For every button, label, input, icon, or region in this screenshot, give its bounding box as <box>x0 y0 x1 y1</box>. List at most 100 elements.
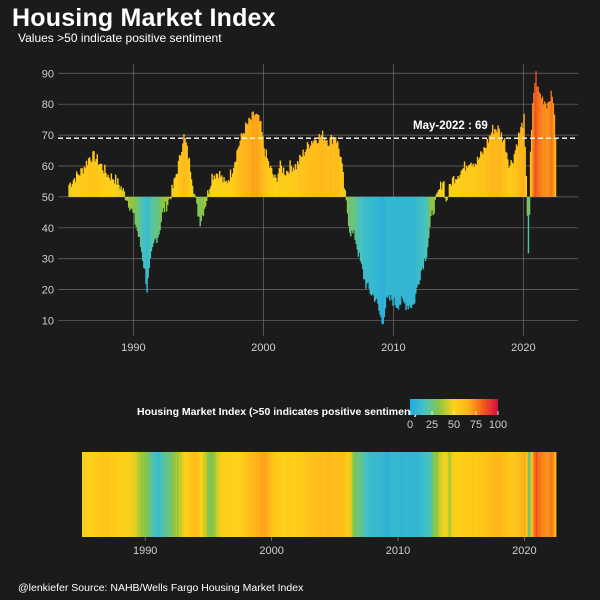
index-bar <box>333 138 336 197</box>
heat-cell <box>227 452 229 537</box>
heat-cell <box>513 452 516 537</box>
heat-cell <box>186 452 188 537</box>
heat-cell <box>531 452 534 537</box>
index-bar <box>326 140 328 197</box>
index-bar <box>444 196 446 199</box>
strip-x-tick-label: 2010 <box>386 545 410 557</box>
legend-title: Housing Market Index (>50 indicates posi… <box>137 406 417 418</box>
heat-cell <box>230 452 232 537</box>
heat-cell <box>363 452 365 537</box>
heat-cell <box>458 452 460 537</box>
index-bar <box>136 196 139 231</box>
index-bar <box>508 168 510 197</box>
heat-cell <box>357 452 360 537</box>
index-bar <box>319 137 322 197</box>
index-bar <box>402 196 404 299</box>
heat-cell <box>449 452 452 537</box>
heat-cell <box>455 452 458 537</box>
heat-cell <box>116 452 119 537</box>
heat-cell <box>482 452 484 537</box>
heat-cell <box>120 452 123 537</box>
index-bar <box>184 138 186 197</box>
index-bar <box>517 132 520 197</box>
heat-cell <box>278 452 281 537</box>
heat-cell <box>248 452 250 537</box>
heat-cell <box>439 452 441 537</box>
index-bar <box>355 196 357 245</box>
index-bar <box>171 184 173 197</box>
index-bar <box>457 175 459 197</box>
heat-cell <box>522 452 524 537</box>
heat-cell <box>473 452 476 537</box>
index-bar <box>482 154 484 197</box>
index-bar <box>464 170 467 197</box>
heat-cell <box>233 452 236 537</box>
index-bar <box>125 196 128 201</box>
heat-cell <box>289 452 291 537</box>
index-bar <box>287 171 289 197</box>
y-tick-label: 20 <box>42 285 54 297</box>
heat-cell <box>331 452 334 537</box>
index-bar <box>460 170 462 197</box>
heat-cell <box>504 452 506 537</box>
heat-cell <box>419 452 421 537</box>
index-bar <box>438 189 441 197</box>
index-bar <box>420 196 422 271</box>
heat-cell <box>292 452 295 537</box>
index-bar <box>146 196 148 293</box>
index-bar <box>200 196 202 222</box>
index-bar <box>205 196 208 201</box>
heat-cell <box>490 452 493 537</box>
index-bar <box>138 196 141 238</box>
heat-cell <box>481 452 483 537</box>
index-bar <box>186 145 188 197</box>
index-bar <box>516 146 519 197</box>
index-bar <box>71 183 74 197</box>
heat-cell <box>229 452 231 537</box>
heat-cell <box>158 452 161 537</box>
index-bar <box>164 196 167 202</box>
index-bar <box>168 196 170 200</box>
heat-cell <box>110 452 112 537</box>
index-bar <box>239 140 241 197</box>
heat-cell <box>211 452 214 537</box>
heat-cell <box>486 452 488 537</box>
heat-cell <box>189 452 191 537</box>
index-bar <box>546 108 548 197</box>
index-bar <box>177 160 180 197</box>
heat-cell <box>98 452 101 537</box>
heat-cell <box>445 452 447 537</box>
heat-cell <box>320 452 322 537</box>
heat-cell <box>208 452 210 537</box>
heat-cell <box>374 452 377 537</box>
index-bar <box>381 196 383 325</box>
index-bar <box>471 165 473 197</box>
heat-cell <box>184 452 186 537</box>
heat-cell <box>464 452 466 537</box>
index-bar <box>130 196 132 209</box>
index-bar <box>117 178 119 197</box>
index-bar <box>397 196 400 310</box>
heat-cell <box>429 452 432 537</box>
index-bar <box>231 173 234 197</box>
heat-cell <box>232 452 235 537</box>
index-bar <box>252 111 254 197</box>
heat-cell <box>459 452 461 537</box>
index-bar <box>488 135 491 197</box>
index-bar <box>133 196 135 213</box>
heat-cell <box>162 452 164 537</box>
heat-cell <box>342 452 344 537</box>
index-bar <box>72 180 75 197</box>
index-bar <box>221 175 223 197</box>
index-bar <box>85 160 88 197</box>
heat-cell <box>405 452 407 537</box>
heat-cell <box>307 452 309 537</box>
index-bar <box>525 176 527 197</box>
heat-cell <box>390 452 393 537</box>
index-bar <box>363 196 365 280</box>
heat-cell <box>404 452 406 537</box>
index-bar <box>285 175 287 197</box>
index-bar <box>538 92 540 197</box>
heat-cell <box>362 452 364 537</box>
heat-cell <box>97 452 100 537</box>
